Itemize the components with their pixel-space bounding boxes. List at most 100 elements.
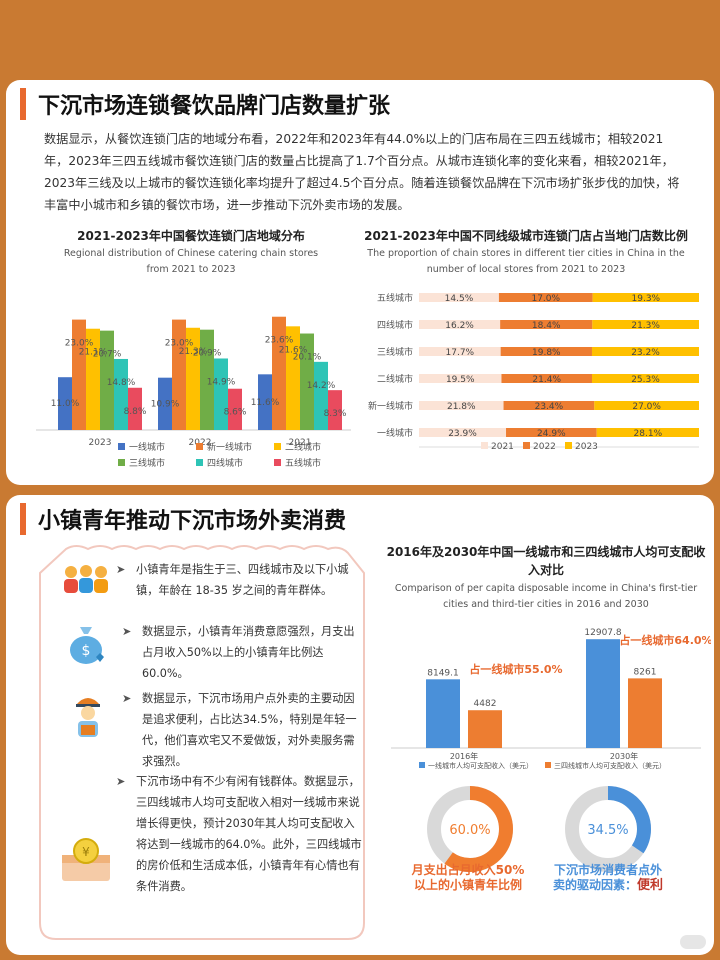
donut-right-caption-line1: 下沉市场消费者点外 (553, 863, 662, 877)
legend-swatch (419, 762, 425, 768)
bar-segment (419, 320, 501, 329)
data-label: 21.4% (532, 375, 561, 385)
data-label: 21.1% (79, 348, 108, 358)
donut-right-caption-emphasis: 便利 (637, 878, 664, 893)
data-label: 8261 (634, 667, 657, 677)
bullet-text: 数据显示，下沉市场用户点外卖的主要动因是追求便利，占比达34.5%，特别是年轻一… (142, 692, 357, 768)
data-label: 21.6% (279, 345, 308, 355)
donut-left-caption-line1: 月支出占月收入50% (411, 863, 525, 877)
data-label: 19.5% (446, 375, 475, 385)
data-label: 20.1% (293, 353, 322, 363)
data-label: 21.3% (179, 347, 208, 357)
bar (172, 319, 186, 430)
bar (286, 326, 300, 430)
tick-label: 三线城市 (377, 346, 413, 358)
tick-label: 新一线城市 (368, 400, 413, 412)
delivery-person-icon (76, 698, 100, 737)
bullet-text: 小镇青年是指生于三、四线城市及以下小城镇，年龄在 18-35 岁之间的青年群体。 (136, 563, 349, 597)
legend-label: 三线城市 (129, 457, 165, 469)
bullet-text: 数据显示，小镇青年消费意愿强烈，月支出占月收入50%以上的小镇青年比例达60.0… (142, 625, 355, 680)
data-label: 23.2% (631, 348, 660, 358)
data-label: 14.9% (207, 377, 236, 387)
data-label: 23.0% (165, 339, 194, 349)
donut-chart-monthly-spend: 60.0% (427, 786, 513, 872)
data-label: 10.9% (151, 399, 180, 409)
data-label: 8.6% (224, 408, 247, 418)
arrow-icon: ➤ (116, 563, 126, 576)
donut-chart-convenience: 34.5% (565, 786, 651, 872)
legend-label: 四线城市 (207, 457, 243, 469)
tick-label: 四线城市 (377, 319, 413, 331)
bar (100, 330, 114, 430)
bar (314, 361, 328, 430)
chart3-svg: 8149.1 4482 2016年 12907.8 8261 2030年 占一线城市55.0… (391, 628, 711, 770)
data-label: 8.3% (324, 409, 347, 419)
data-label: 21.8% (447, 402, 476, 412)
bar-segment (419, 347, 501, 356)
legend-swatch (118, 443, 125, 450)
data-label: 20.7% (93, 350, 122, 360)
data-label: 14.5% (445, 294, 474, 304)
bar (214, 358, 228, 430)
bullet-text: 下沉市场中有不少有闲有钱群体。数据显示，三四线城市人均可支配收入相对一线城市来说… (136, 775, 362, 893)
bar (272, 316, 286, 430)
data-label: 20.9% (193, 349, 222, 359)
tick-label: 2021 (289, 438, 312, 448)
data-label: 8149.1 (427, 668, 459, 678)
bar (114, 358, 128, 430)
chart2-svg: 五线城市 14.5% 17.0% 19.3% 四线城市 16.2% 18.4% 21.3% 三线… (368, 292, 699, 452)
donut-right-caption: 下沉市场消费者点外 卖的驱动因素：便利 (538, 863, 678, 893)
legend-swatch (196, 459, 203, 466)
legend-swatch (565, 442, 572, 449)
legend-label: 2023 (575, 442, 598, 452)
data-label: 16.2% (445, 321, 474, 331)
title-accent-bar (20, 503, 26, 535)
data-label: 11.6% (251, 398, 280, 408)
bar (468, 710, 502, 748)
donut-arc (427, 786, 513, 872)
bar (86, 328, 100, 430)
donut-value-label: 60.0% (449, 823, 490, 838)
tick-label: 2016年 (450, 751, 478, 761)
bar (58, 377, 72, 430)
intro-paragraph: 数据显示，从餐饮连锁门店的地域分布看，2022年和2023年有44.0%以上的门… (44, 132, 680, 212)
section-card-town-youth: 小镇青年推动下沉市场外卖消费 $ ¥ (6, 495, 714, 955)
bar (72, 319, 86, 430)
bar (628, 678, 662, 748)
tick-label: 2023 (89, 438, 112, 448)
chart3-title: 2016年及2030年中国一线城市和三四线城市人均可支配收入对比 (386, 545, 706, 577)
svg-text:¥: ¥ (82, 845, 90, 859)
bar (258, 374, 272, 430)
bullet-item: ➤ 数据显示，下沉市场用户点外卖的主要动因是追求便利，占比达34.5%，特别是年… (122, 688, 362, 772)
money-bag-icon: $ (70, 627, 104, 664)
donut-left-caption: 月支出占月收入50% 以上的小镇青年比例 (398, 863, 538, 893)
bar-segment (501, 374, 592, 383)
bar (186, 327, 200, 430)
donut-arc (565, 786, 651, 872)
people-icon (64, 565, 108, 593)
bar (426, 679, 460, 748)
data-label: 23.9% (448, 429, 477, 439)
chart1-svg: 11.0%23.0%21.1%20.7%14.8%8.8%202310.9%23… (36, 316, 351, 469)
youth-info-panel: $ ¥ ➤ 小镇青年是指生于三、四线城市及以下小城镇，年龄在 18-35 岁之间… (36, 543, 368, 943)
section-title-1: 下沉市场连锁餐饮品牌门店数量扩张 (20, 86, 390, 122)
data-label: 23.4% (535, 402, 564, 412)
section-card-chain-stores: 下沉市场连锁餐饮品牌门店数量扩张 数据显示，从餐饮连锁门店的地域分布看，2022… (6, 80, 714, 485)
annotation: 占一线城市55.0% (469, 662, 562, 676)
annotation: 占一线城市64.0% (619, 633, 711, 647)
bar-segment (594, 401, 699, 410)
title-accent-bar (20, 88, 26, 120)
data-label: 21.3% (631, 321, 660, 331)
legend-label: 新一线城市 (207, 441, 252, 453)
data-label: 17.0% (531, 294, 560, 304)
section-title-2: 小镇青年推动下沉市场外卖消费 (20, 501, 346, 537)
bar-segment (591, 374, 699, 383)
bar (228, 388, 242, 430)
legend-label: 一线城市 (129, 441, 165, 453)
tick-label: 二线城市 (377, 373, 413, 385)
data-label: 17.7% (446, 348, 475, 358)
bar-segment (419, 401, 504, 410)
data-label: 23.6% (265, 336, 294, 346)
legend-swatch (196, 443, 203, 450)
chart3-subtitle: Comparison of per capita disposable inco… (394, 583, 698, 610)
